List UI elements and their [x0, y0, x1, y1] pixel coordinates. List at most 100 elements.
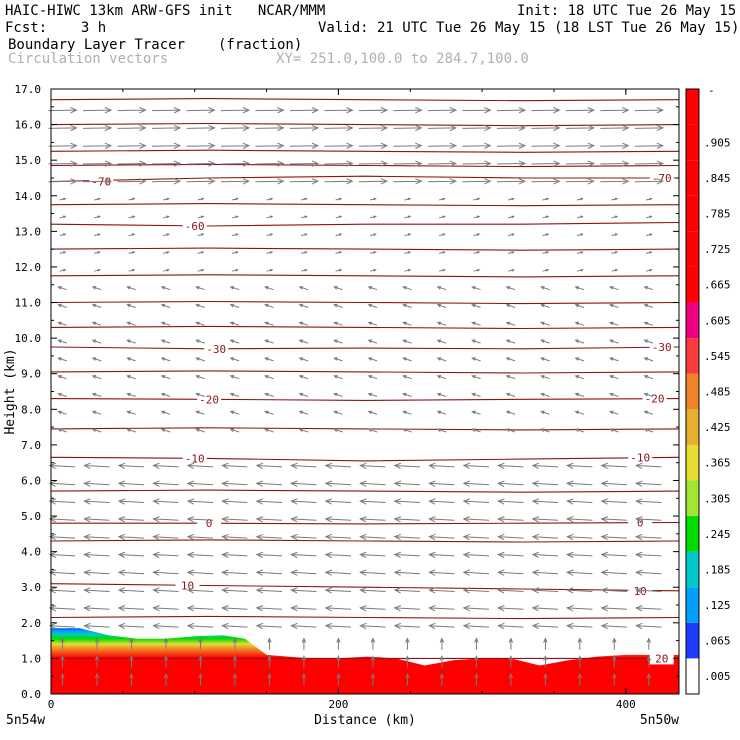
circulation-vectors — [48, 107, 665, 686]
wind-vector — [497, 516, 524, 523]
wind-vector — [462, 462, 490, 470]
header-init-time: Init: 18 UTC Tue 26 May 15 — [517, 3, 737, 19]
wind-vector — [255, 533, 283, 541]
wind-vector — [471, 392, 481, 397]
y-tick-label: 14.0 — [15, 190, 42, 203]
wind-vector — [428, 533, 455, 541]
wind-vector — [634, 178, 665, 185]
wind-vector — [300, 233, 308, 237]
temperature-contour — [50, 489, 680, 493]
axes: 0.0 1.0 2.0 3.0 4.0 5.0 6.0 7.0 8.0 9.0 10.0 11.0 12… — [3, 83, 679, 728]
wind-vector — [266, 268, 274, 272]
wind-vector — [574, 303, 585, 308]
wind-vector — [128, 251, 136, 254]
wind-vector — [82, 124, 113, 132]
y-tick-label: 13.0 — [15, 225, 42, 238]
wind-vector — [186, 160, 216, 167]
wind-vector — [462, 551, 490, 558]
wind-vector — [290, 498, 317, 505]
wind-vector — [60, 655, 65, 668]
wind-vector — [290, 605, 317, 612]
wind-vector — [462, 498, 490, 505]
wind-vector — [335, 268, 343, 272]
wind-vector — [404, 233, 412, 237]
wind-vector — [497, 605, 524, 612]
wind-vector — [195, 392, 205, 397]
colorbar-swatch — [686, 338, 699, 374]
wind-vector — [393, 498, 421, 505]
wind-vector — [264, 428, 274, 433]
wind-vector — [117, 160, 147, 167]
wind-vector — [324, 622, 352, 630]
wind-vector — [163, 233, 170, 237]
wind-vector — [393, 107, 423, 114]
wind-vector — [473, 215, 481, 219]
wind-vector — [298, 303, 309, 308]
wind-vector — [608, 357, 619, 362]
wind-vector — [82, 107, 113, 114]
wind-vector — [369, 197, 377, 201]
wind-vector — [402, 321, 412, 326]
wind-vector — [565, 160, 596, 167]
wind-vector — [611, 197, 619, 201]
wind-vector — [402, 392, 412, 397]
wind-vector — [57, 428, 67, 433]
wind-vector — [264, 321, 274, 326]
y-tick-label: 12.0 — [15, 261, 42, 274]
wind-vector — [48, 462, 76, 470]
wind-vector — [531, 480, 559, 487]
wind-vector — [83, 516, 110, 523]
wind-vector — [198, 672, 203, 686]
wind-vector — [195, 410, 205, 415]
wind-vector — [83, 551, 110, 558]
wind-vector — [608, 303, 619, 308]
colorbar-label: .065 — [704, 635, 731, 648]
wind-vector — [427, 142, 458, 149]
colorbar-swatch — [686, 160, 699, 196]
wind-vector — [152, 533, 179, 541]
wind-vector — [163, 637, 169, 650]
wind-vector — [540, 286, 550, 291]
wind-vector — [289, 124, 320, 132]
wind-vector — [91, 410, 102, 415]
wind-vector — [402, 357, 412, 362]
wind-vector — [402, 410, 412, 415]
wind-vector — [221, 622, 248, 630]
wind-vector — [57, 339, 67, 344]
wind-vector — [367, 339, 378, 344]
wind-vector — [634, 498, 662, 505]
wind-vector — [290, 551, 317, 558]
wind-vector — [290, 569, 317, 576]
wind-vector — [508, 637, 514, 650]
colorbar-swatch — [686, 409, 699, 445]
wind-vector — [543, 655, 548, 668]
wind-vector — [645, 215, 653, 219]
header-line1-left: HAIC-HIWC 13km ARW-GFS init NCAR/MMM — [5, 3, 326, 19]
wind-vector — [474, 655, 479, 668]
wind-vector — [91, 321, 102, 326]
wind-vector — [439, 655, 445, 668]
wind-vector — [336, 672, 341, 686]
wind-vector — [393, 551, 421, 558]
wind-vector — [267, 655, 272, 668]
wind-vector — [129, 655, 134, 668]
wind-vector — [324, 480, 352, 487]
wind-vector — [335, 251, 343, 254]
wind-vector — [531, 178, 561, 185]
wind-vector — [151, 107, 182, 114]
wind-vector — [600, 178, 630, 185]
wind-vector — [542, 233, 550, 237]
wind-vector — [152, 569, 179, 576]
colorbar-swatch — [686, 231, 699, 267]
wind-vector — [359, 569, 386, 576]
wind-vector — [94, 251, 101, 254]
wind-vector — [427, 160, 458, 167]
wind-vector — [83, 622, 110, 630]
wind-vector — [48, 160, 78, 167]
wind-vector — [543, 637, 548, 650]
wind-vector — [473, 197, 481, 201]
wind-vector — [612, 655, 617, 668]
wind-vector — [152, 516, 179, 523]
wind-vector — [117, 178, 147, 185]
wind-vector — [393, 480, 421, 487]
